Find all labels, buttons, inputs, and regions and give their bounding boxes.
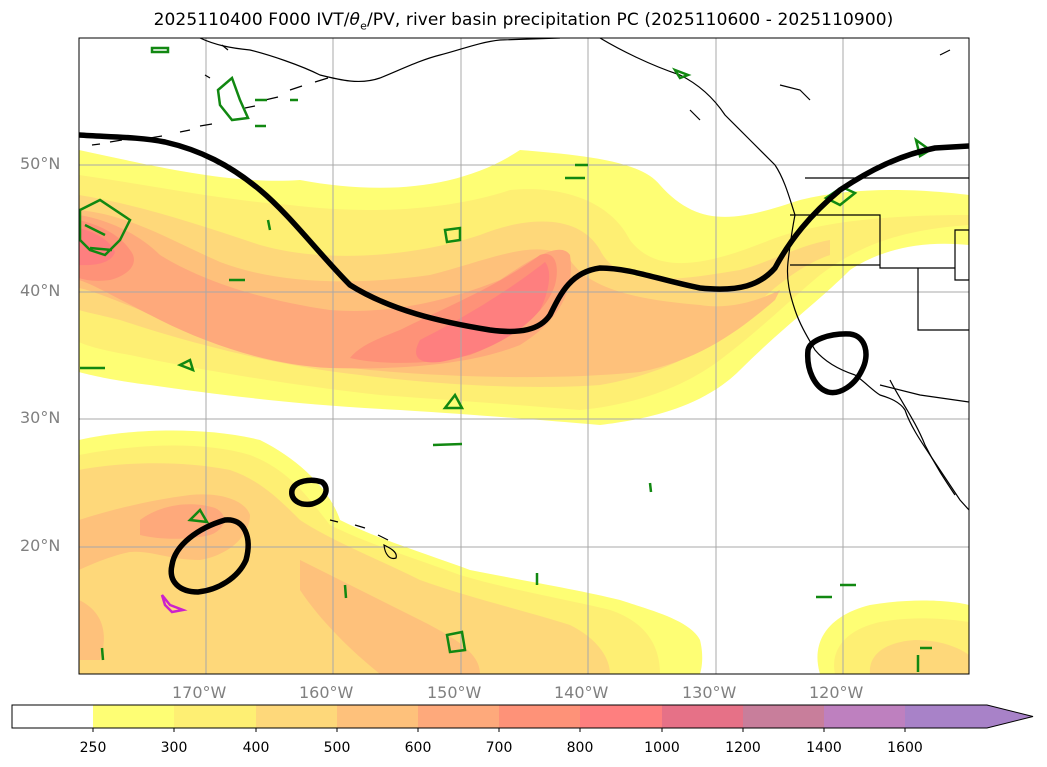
theta-symbol: θ bbox=[349, 10, 361, 30]
alaska-panhandle-bc bbox=[599, 38, 796, 216]
pv-contour bbox=[216, 75, 250, 122]
pv-contour bbox=[816, 583, 856, 599]
colorbar-seg-5 bbox=[418, 705, 499, 728]
dynamic-tropopause bbox=[79, 132, 969, 595]
colorbar-label: 400 bbox=[242, 740, 270, 756]
pv-contour bbox=[79, 198, 132, 257]
colorbar-seg-7 bbox=[580, 705, 662, 728]
aleutian-islands bbox=[91, 77, 329, 146]
colorbar-label: 1200 bbox=[725, 740, 761, 756]
baja-gulf-coast bbox=[889, 379, 956, 496]
pv-contour bbox=[565, 163, 588, 180]
lat-label-30n: 30°N bbox=[20, 408, 61, 427]
ivt-500-south bbox=[79, 494, 480, 674]
lon-label-120w: 120°W bbox=[809, 683, 864, 702]
colorbar-outline bbox=[11, 704, 1034, 729]
graticule bbox=[79, 38, 969, 674]
colorbar-seg-2 bbox=[174, 705, 256, 728]
coastal-islands bbox=[204, 44, 951, 121]
tropopause-closed-low bbox=[289, 477, 329, 508]
colorbar-seg-8 bbox=[662, 705, 743, 728]
title-part: 2025110400 F000 IVT/ bbox=[153, 10, 350, 30]
map-title: 2025110400 F000 IVT/θe/PV, river basin p… bbox=[0, 10, 1047, 32]
state-border-2 bbox=[954, 229, 969, 281]
lon-label-130w: 130°W bbox=[682, 683, 737, 702]
colorbar-seg-6 bbox=[499, 705, 580, 728]
lon-label-140w: 140°W bbox=[554, 683, 609, 702]
pv-contour bbox=[443, 226, 462, 244]
hawaii-islands bbox=[329, 519, 397, 560]
pv-contour bbox=[150, 46, 170, 54]
colorbar-seg-4 bbox=[337, 705, 418, 728]
lat-label-20n: 20°N bbox=[20, 536, 61, 555]
coastlines bbox=[91, 38, 969, 560]
colorbar-label: 800 bbox=[566, 740, 594, 756]
pv-contour bbox=[255, 98, 298, 231]
colorbar-seg-3 bbox=[256, 705, 337, 728]
colorbar-label: 600 bbox=[404, 740, 432, 756]
tropopause-line bbox=[79, 132, 969, 335]
us-west-coast bbox=[786, 214, 969, 511]
colorbar-label: 1000 bbox=[644, 740, 680, 756]
tropopause-closed-low bbox=[805, 331, 869, 396]
pv-contour bbox=[176, 358, 195, 373]
mexico-border bbox=[879, 384, 969, 403]
pv-contour-magenta bbox=[160, 594, 188, 614]
colorbar-seg-10 bbox=[824, 705, 905, 728]
pv-contours-green bbox=[79, 46, 933, 672]
pv-contour bbox=[432, 442, 463, 447]
title-part: /PV, river basin precipitation PC (20251… bbox=[366, 10, 894, 30]
colorbar-seg-9 bbox=[743, 705, 824, 728]
state-border bbox=[917, 268, 969, 331]
lon-label-160w: 160°W bbox=[299, 683, 354, 702]
colorbar-label: 500 bbox=[323, 740, 351, 756]
pv-contour bbox=[916, 646, 932, 672]
colorbar bbox=[11, 704, 1034, 732]
lat-label-50n: 50°N bbox=[20, 154, 61, 173]
ivt-shading bbox=[79, 150, 969, 674]
colorbar-label: 250 bbox=[79, 740, 107, 756]
lon-label-150w: 150°W bbox=[427, 683, 482, 702]
colorbar-label: 300 bbox=[160, 740, 188, 756]
ivt-400-se bbox=[869, 640, 969, 674]
tropopause-closed-low bbox=[168, 517, 251, 595]
colorbar-seg-0 bbox=[12, 705, 93, 728]
pv-contour bbox=[445, 630, 467, 654]
colorbar-seg-1 bbox=[93, 705, 174, 728]
pv-contour bbox=[100, 482, 653, 661]
colorbar-label: 1600 bbox=[887, 740, 923, 756]
colorbar-extend-arrow bbox=[905, 705, 1033, 728]
ivt-700-north bbox=[79, 220, 557, 363]
alaska-coast bbox=[199, 38, 561, 83]
pv-contour bbox=[671, 67, 692, 80]
theta-subscript: e bbox=[360, 19, 367, 33]
colorbar-label: 1400 bbox=[806, 740, 842, 756]
pv-contour bbox=[442, 392, 465, 410]
colorbar-label: 700 bbox=[485, 740, 513, 756]
pv-contour bbox=[187, 507, 210, 524]
map-frame bbox=[78, 37, 970, 675]
lat-label-40n: 40°N bbox=[20, 281, 61, 300]
lon-label-170w: 170°W bbox=[172, 683, 227, 702]
